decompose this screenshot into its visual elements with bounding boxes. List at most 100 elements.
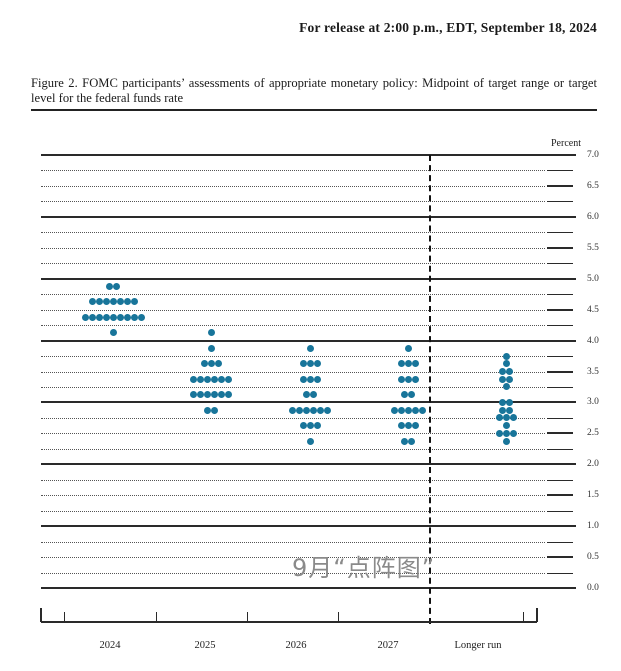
gridline-dotted — [41, 356, 545, 358]
watermark-text: 9月“点阵图” — [292, 554, 436, 582]
projection-dot — [299, 422, 307, 430]
projection-dot — [502, 422, 510, 430]
projection-dot — [499, 375, 506, 383]
projection-dot — [506, 398, 513, 406]
gridline-solid — [41, 401, 576, 404]
gridline-right-tick — [547, 510, 573, 512]
projection-dot — [88, 298, 96, 306]
gridline-right-tick — [547, 246, 573, 249]
projection-dot — [313, 422, 321, 430]
y-axis-tick-label: 2.0 — [587, 459, 599, 470]
x-axis-category-label: 2024 — [99, 640, 121, 651]
projection-dot — [214, 360, 222, 368]
gridline-right-tick — [547, 541, 573, 543]
projection-dot — [137, 313, 145, 321]
projection-dot — [502, 437, 510, 445]
projection-dot — [130, 298, 138, 306]
gridline-dotted — [41, 201, 545, 203]
projection-dot — [306, 360, 314, 368]
projection-dot — [306, 344, 314, 352]
projection-dot — [397, 360, 405, 368]
gridline-right-tick — [547, 417, 573, 419]
gridline-right-tick — [547, 325, 573, 327]
projection-dot — [401, 437, 408, 445]
y-axis-tick-label: 1.5 — [587, 490, 599, 501]
projection-dot — [411, 406, 419, 414]
projection-dot — [211, 391, 218, 399]
gridline-right-tick — [547, 201, 573, 203]
projection-dot — [506, 368, 513, 375]
y-axis-tick-label: 3.0 — [587, 397, 599, 408]
gridline-solid — [41, 154, 576, 156]
y-axis-tick-label: 0.0 — [587, 583, 599, 593]
projection-dot — [218, 391, 225, 399]
gridline-dotted — [41, 263, 545, 265]
projection-dot — [404, 360, 412, 368]
projection-dot — [313, 360, 321, 368]
y-axis-tick-label: 0.5 — [587, 552, 599, 563]
gridline-right-tick — [547, 170, 573, 172]
projection-dot — [404, 406, 412, 414]
projection-dot — [306, 422, 314, 430]
gridline-right-tick — [547, 294, 573, 296]
projection-dot — [95, 298, 103, 306]
longer-run-separator — [429, 155, 431, 624]
projection-dot — [509, 414, 517, 422]
projection-dot — [109, 329, 117, 337]
projection-dot — [113, 282, 120, 290]
projection-dot — [197, 391, 204, 399]
projection-dot — [317, 406, 324, 414]
gridline-dotted — [41, 541, 545, 543]
projection-dot — [502, 429, 510, 437]
projection-dot — [211, 406, 218, 414]
projection-dot — [130, 313, 138, 321]
projection-dot — [207, 360, 215, 368]
projection-dot — [502, 360, 510, 368]
projection-dot — [207, 329, 215, 337]
projection-dot — [81, 313, 89, 321]
gridline-right-tick — [547, 232, 573, 234]
figure-caption: Figure 2. FOMC participants’ assessments… — [31, 76, 597, 105]
projection-dot — [211, 375, 218, 383]
projection-dot — [88, 313, 96, 321]
gridline-solid — [41, 215, 576, 218]
y-axis-tick-label: 6.5 — [587, 180, 599, 191]
gridline-right-tick — [547, 494, 573, 497]
projection-dot — [218, 375, 225, 383]
projection-dot — [499, 406, 506, 414]
gridline-right-tick — [547, 556, 573, 559]
gridline-dotted — [41, 510, 545, 512]
projection-dot — [204, 391, 211, 399]
gridline-right-tick — [547, 263, 573, 265]
gridline-dotted — [41, 448, 545, 450]
gridline-right-tick — [547, 572, 573, 574]
y-axis-tick-label: 6.0 — [587, 211, 599, 222]
projection-dot — [289, 406, 296, 414]
projection-dot — [401, 391, 408, 399]
y-axis-tick-label: 1.0 — [587, 521, 599, 532]
projection-dot — [397, 406, 405, 414]
x-axis-category-label: 2025 — [194, 640, 216, 651]
gridline-right-tick — [547, 479, 573, 481]
gridline-dotted — [41, 232, 545, 234]
gridline-right-tick — [547, 386, 573, 388]
projection-dot — [411, 375, 419, 383]
gridline-right-tick — [547, 432, 573, 435]
projection-dot — [204, 375, 211, 383]
x-axis-tick — [247, 612, 248, 622]
projection-dot — [225, 391, 232, 399]
projection-dot — [408, 391, 415, 399]
projection-dot — [102, 298, 110, 306]
projection-dot — [324, 406, 331, 414]
gridline-dotted — [41, 479, 545, 481]
projection-dot — [502, 352, 510, 360]
caption-rule — [31, 109, 597, 111]
projection-dot — [411, 422, 419, 430]
release-line: For release at 2:00 p.m., EDT, September… — [299, 20, 597, 35]
projection-dot — [116, 313, 124, 321]
projection-dot — [109, 298, 117, 306]
projection-dot — [499, 398, 506, 406]
projection-dot — [306, 437, 314, 445]
